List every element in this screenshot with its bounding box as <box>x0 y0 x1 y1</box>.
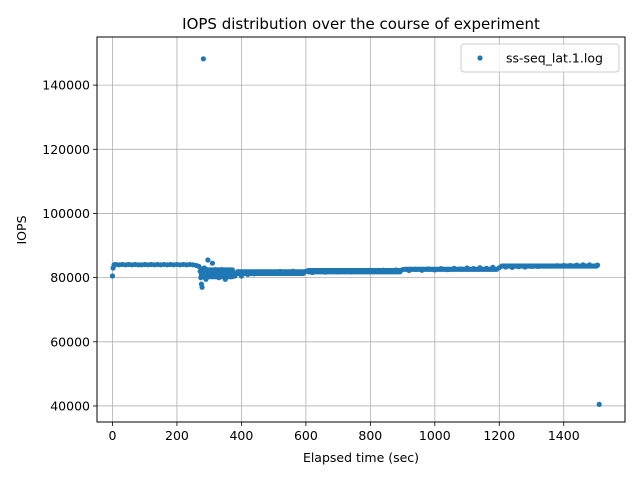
x-axis: 0 200 400 600 800 1000 1200 1400 <box>108 422 580 443</box>
data-point <box>496 265 502 271</box>
x-tick-label: 0 <box>108 428 116 443</box>
data-point <box>580 262 586 268</box>
data-point <box>374 268 380 275</box>
data-point <box>196 263 202 269</box>
data-point <box>229 270 235 276</box>
data-point <box>399 267 406 273</box>
data-point <box>316 268 322 274</box>
data-point <box>361 268 367 275</box>
data-point <box>341 267 348 274</box>
data-point <box>348 269 354 275</box>
data-point <box>238 273 245 279</box>
plot-frame <box>96 36 626 423</box>
data-point <box>419 267 425 273</box>
data-point <box>335 269 341 275</box>
x-tick-label: 200 <box>165 428 189 443</box>
legend-box <box>460 43 620 73</box>
data-point <box>277 268 283 275</box>
data-point <box>561 262 567 269</box>
data-point <box>367 267 373 273</box>
data-point <box>393 267 399 273</box>
data-point <box>567 262 573 269</box>
x-tick-label: 1200 <box>483 428 515 443</box>
data-point <box>271 270 277 276</box>
x-tick-label: 600 <box>294 428 318 443</box>
data-point <box>283 270 290 276</box>
y-axis: 40000 60000 80000 100000 120000 140000 <box>42 78 97 413</box>
data-point <box>203 276 209 282</box>
data-point <box>354 267 361 274</box>
data-point <box>406 267 412 274</box>
y-tick-label: 120000 <box>42 142 90 157</box>
legend-label: ss-seq_lat.1.log <box>506 51 603 66</box>
data-point <box>483 265 489 271</box>
x-tick-label: 400 <box>229 428 253 443</box>
data-point <box>232 273 238 279</box>
data-point <box>541 263 548 269</box>
data-point <box>438 266 444 272</box>
data-point <box>322 269 328 275</box>
legend: ss-seq_lat.1.log <box>460 43 620 73</box>
y-axis-label: IOPS <box>14 215 29 244</box>
data-point <box>425 266 431 272</box>
data-point <box>595 262 601 268</box>
data-point <box>528 263 535 269</box>
data-point <box>464 265 470 271</box>
data-point <box>303 268 309 274</box>
x-tick-label: 1000 <box>419 428 451 443</box>
data-point <box>296 269 303 276</box>
data-point <box>216 275 222 281</box>
data-point <box>387 268 393 274</box>
data-point <box>235 269 241 275</box>
data-point <box>380 267 386 273</box>
data-point <box>477 265 483 271</box>
data-point <box>522 264 528 270</box>
legend-marker <box>477 55 483 61</box>
x-tick-label: 1400 <box>548 428 580 443</box>
data-point <box>213 267 219 273</box>
grid <box>97 37 625 422</box>
data-point <box>574 262 580 268</box>
data-point <box>509 264 515 270</box>
data-point <box>109 273 116 279</box>
data-points <box>109 56 602 407</box>
y-tick-label: 80000 <box>50 270 90 285</box>
data-point <box>490 264 496 270</box>
data-point <box>222 276 228 282</box>
data-point <box>412 266 419 272</box>
data-point <box>596 401 602 407</box>
data-point <box>516 264 522 270</box>
data-point <box>586 262 593 268</box>
data-point <box>445 267 451 273</box>
chart-title: IOPS distribution over the course of exp… <box>182 15 540 33</box>
data-point <box>470 266 477 272</box>
data-point <box>535 263 541 269</box>
data-point <box>198 275 204 281</box>
data-point <box>200 56 206 62</box>
data-point <box>432 267 438 273</box>
data-point <box>225 273 232 279</box>
y-tick-label: 60000 <box>50 334 90 349</box>
data-point <box>199 284 205 290</box>
x-tick-label: 800 <box>358 428 382 443</box>
data-point <box>458 266 464 272</box>
x-axis-label: Elapsed time (sec) <box>303 450 419 465</box>
data-point <box>219 267 225 273</box>
data-point <box>290 268 296 274</box>
data-point <box>309 269 315 276</box>
data-point <box>554 263 560 269</box>
data-point <box>209 260 215 266</box>
y-tick-label: 100000 <box>42 206 90 221</box>
data-point <box>548 263 554 269</box>
y-tick-label: 140000 <box>42 78 90 93</box>
data-point <box>200 270 206 276</box>
data-point <box>329 268 335 274</box>
data-point <box>451 265 457 271</box>
data-point <box>205 257 211 263</box>
data-point <box>503 264 509 270</box>
y-tick-label: 40000 <box>50 398 90 413</box>
